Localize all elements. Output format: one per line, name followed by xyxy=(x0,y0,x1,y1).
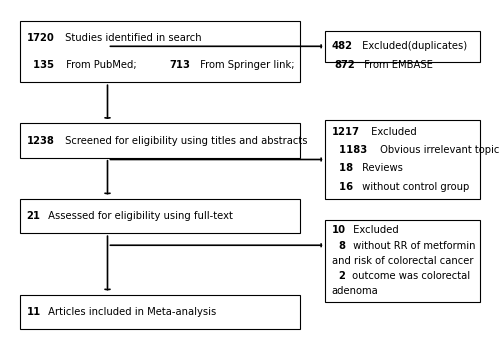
Text: 10: 10 xyxy=(332,225,345,236)
Text: From PubMed;: From PubMed; xyxy=(62,60,146,70)
Text: From Springer link;: From Springer link; xyxy=(196,60,304,70)
Text: 8: 8 xyxy=(332,240,345,251)
Text: 135: 135 xyxy=(26,60,54,70)
Text: outcome was colorectal: outcome was colorectal xyxy=(350,271,470,281)
Text: 16: 16 xyxy=(332,181,352,191)
Bar xyxy=(20,199,300,233)
Bar xyxy=(20,123,300,158)
Text: without RR of metformin: without RR of metformin xyxy=(350,240,475,251)
Text: Studies identified in search: Studies identified in search xyxy=(62,33,202,43)
Text: 18: 18 xyxy=(332,164,352,174)
Bar xyxy=(20,21,300,82)
Text: 21: 21 xyxy=(26,211,40,221)
Text: Excluded(duplicates): Excluded(duplicates) xyxy=(358,41,467,51)
Text: 1217: 1217 xyxy=(332,128,359,138)
Text: 482: 482 xyxy=(332,41,352,51)
Text: 713: 713 xyxy=(170,60,190,70)
Text: 11: 11 xyxy=(26,307,41,317)
Text: From EMBASE: From EMBASE xyxy=(362,60,433,70)
Text: Articles included in Meta-analysis: Articles included in Meta-analysis xyxy=(45,307,216,317)
Bar xyxy=(325,120,480,199)
Bar xyxy=(20,295,300,329)
Bar xyxy=(325,31,480,62)
Text: and risk of colorectal cancer: and risk of colorectal cancer xyxy=(332,256,473,266)
Text: without control group: without control group xyxy=(359,181,469,191)
Text: adenoma: adenoma xyxy=(332,286,378,296)
Text: Excluded: Excluded xyxy=(368,128,416,138)
Text: Reviews: Reviews xyxy=(359,164,403,174)
Text: 1720: 1720 xyxy=(26,33,54,43)
Text: 2: 2 xyxy=(332,271,345,281)
Text: 872: 872 xyxy=(334,60,355,70)
Bar xyxy=(325,220,480,302)
Text: Excluded: Excluded xyxy=(350,225,399,236)
Text: 1238: 1238 xyxy=(26,135,54,146)
Text: Assessed for eligibility using full-text: Assessed for eligibility using full-text xyxy=(44,211,232,221)
Text: 1183: 1183 xyxy=(332,145,366,155)
Text: Obvious irrelevant topic: Obvious irrelevant topic xyxy=(377,145,499,155)
Text: Screened for eligibility using titles and abstracts: Screened for eligibility using titles an… xyxy=(62,135,308,146)
